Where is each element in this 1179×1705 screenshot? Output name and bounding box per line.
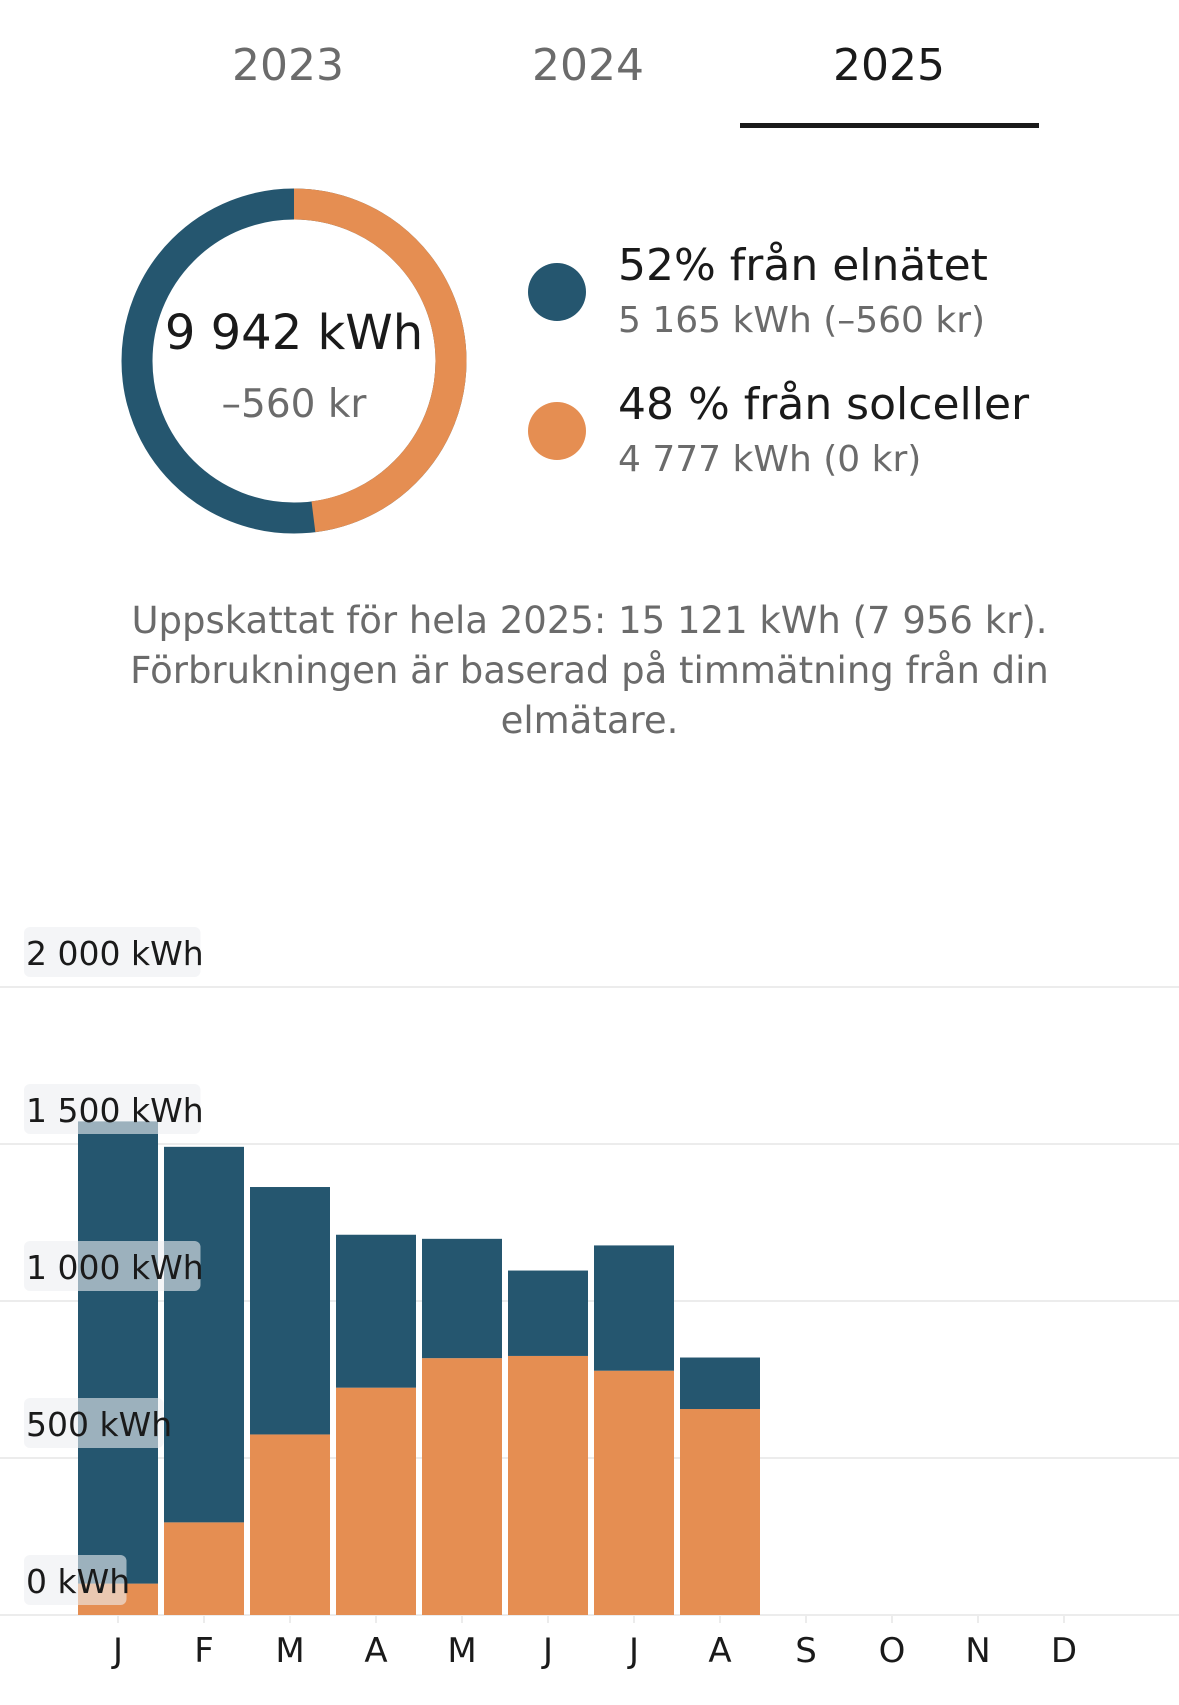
bar-solar <box>164 1522 244 1615</box>
bar-solar <box>508 1355 588 1615</box>
solar-legend-title: 48 % från solceller <box>618 379 1030 430</box>
x-tick-label: J <box>627 1631 639 1671</box>
y-tick-label: 1 000 kWh <box>26 1248 204 1287</box>
note-line-3: elmätare. <box>500 699 679 742</box>
y-tick-label-bg <box>24 1398 164 1448</box>
grid-legend-sub: 5 165 kWh (–560 kr) <box>618 300 986 341</box>
note-line-2: Förbrukningen är baserad på timmätning f… <box>130 649 1049 692</box>
x-tick-label: J <box>111 1631 123 1671</box>
x-tick-label: F <box>194 1631 214 1671</box>
bar-solar <box>594 1370 674 1615</box>
bar-grid <box>250 1187 330 1435</box>
y-tick-label-bg <box>24 1555 127 1605</box>
y-tick-label: 1 500 kWh <box>26 1091 204 1130</box>
bar-grid <box>594 1245 674 1371</box>
x-tick-label: A <box>708 1631 731 1671</box>
y-tick-label-bg <box>24 1241 201 1291</box>
grid-legend-title: 52% från elnätet <box>618 240 988 291</box>
active-tab-indicator <box>740 123 1039 128</box>
x-tick-label: S <box>795 1631 817 1671</box>
solar-legend-dot <box>528 402 586 460</box>
bar-grid <box>336 1234 416 1388</box>
x-tick-label: M <box>447 1631 476 1671</box>
y-tick-label-bg <box>24 1084 201 1134</box>
x-tick-label: J <box>541 1631 553 1671</box>
x-tick-label: N <box>965 1631 990 1671</box>
y-tick-label: 500 kWh <box>26 1405 172 1444</box>
bar-solar <box>336 1387 416 1615</box>
bar-grid <box>422 1238 502 1359</box>
x-tick-label: M <box>275 1631 304 1671</box>
tab-2023[interactable]: 2023 <box>232 40 344 91</box>
grid-legend-dot <box>528 263 586 321</box>
estimate-note: Uppskattat för hela 2025: 15 121 kWh (7 … <box>40 596 1139 746</box>
bar-grid <box>78 1121 158 1584</box>
solar-legend-sub: 4 777 kWh (0 kr) <box>618 439 922 480</box>
bar-solar <box>250 1434 330 1615</box>
bar-grid <box>508 1270 588 1356</box>
bar-solar <box>422 1358 502 1615</box>
x-tick-label: O <box>879 1631 906 1671</box>
tab-2025[interactable]: 2025 <box>833 40 945 91</box>
x-tick-label: D <box>1051 1631 1077 1671</box>
y-tick-label: 2 000 kWh <box>26 934 204 973</box>
bar-grid <box>164 1146 244 1523</box>
note-line-1: Uppskattat för hela 2025: 15 121 kWh (7 … <box>131 599 1048 642</box>
x-tick-label: A <box>364 1631 387 1671</box>
donut-segment-solar <box>121 188 467 534</box>
donut-cost: –560 kr <box>221 382 367 427</box>
y-tick-label-bg <box>24 927 201 977</box>
donut-chart <box>121 188 467 534</box>
bar-solar <box>680 1409 760 1615</box>
tab-2024[interactable]: 2024 <box>532 40 644 91</box>
bar-grid <box>680 1357 760 1410</box>
monthly-bar-chart: J F M A M J J A S O N D 0 kWh 500 kWh 1 000 kWh 1 500 k… <box>0 927 1179 1671</box>
y-tick-label: 0 kWh <box>26 1562 130 1601</box>
donut-total: 9 942 kWh <box>164 305 424 361</box>
